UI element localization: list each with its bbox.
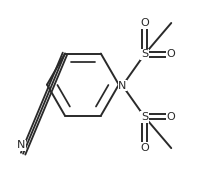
Text: N: N <box>17 140 25 150</box>
Text: O: O <box>140 18 149 28</box>
Text: O: O <box>167 112 176 122</box>
Text: O: O <box>140 143 149 153</box>
Text: N: N <box>118 81 127 91</box>
Text: S: S <box>141 49 148 59</box>
Text: S: S <box>141 112 148 122</box>
Text: O: O <box>167 49 176 59</box>
